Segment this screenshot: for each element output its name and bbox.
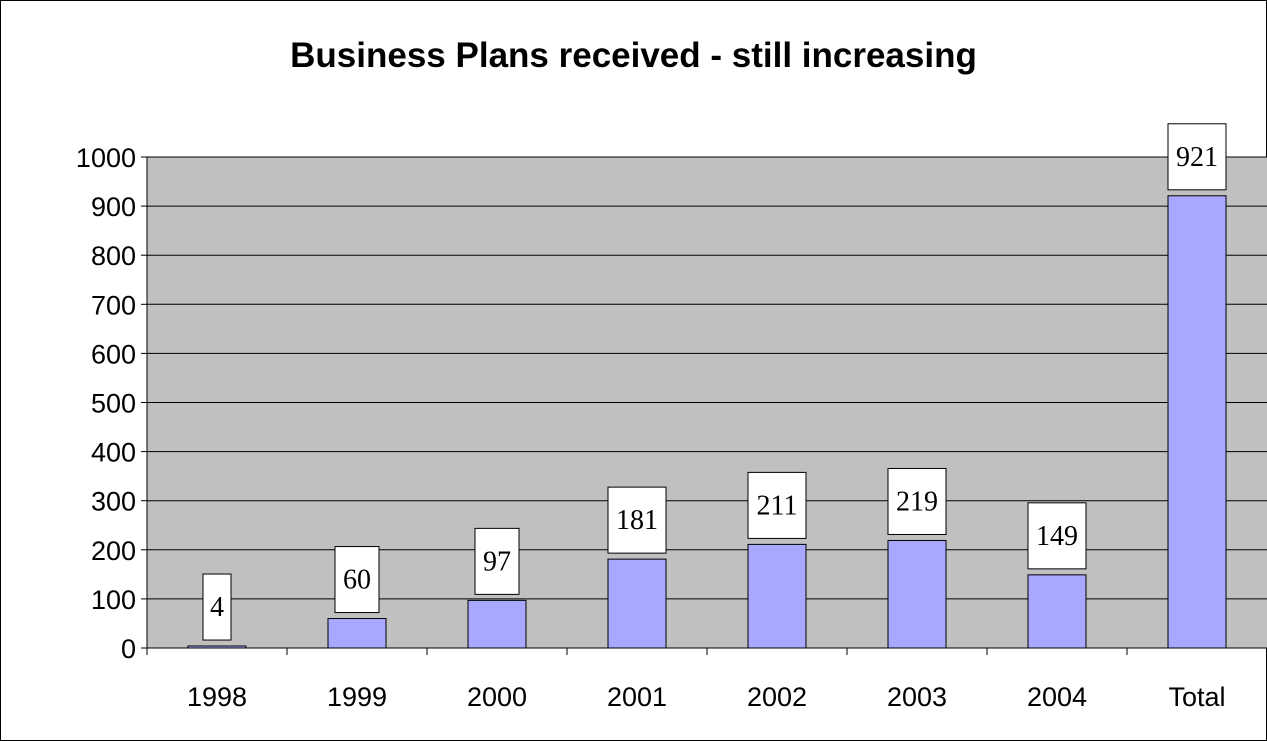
x-tick-label: 1999 [327,682,387,712]
bar-total [1167,195,1227,649]
y-tick-label: 300 [91,487,136,517]
y-tick-label: 500 [91,389,136,419]
bar-1999 [327,618,387,649]
x-tick-label: 2003 [887,682,947,712]
y-tick-label: 900 [91,192,136,222]
bar-2000 [467,599,527,649]
x-tick-label: 2002 [747,682,807,712]
data-label-box [474,527,520,595]
y-tick-label: 600 [91,339,136,369]
data-label: 4 [210,592,224,623]
data-label: 211 [757,490,798,521]
data-label-box [747,471,807,539]
data-label-box [887,467,947,535]
data-label-box [1167,123,1227,191]
bar-2003 [887,539,947,649]
x-tick-label: 2004 [1027,682,1087,712]
y-tick-label: 800 [91,241,136,271]
y-tick-label: 200 [91,536,136,566]
x-tick-label: 2001 [607,682,667,712]
data-label-box [334,546,380,614]
x-tick-label: Total [1168,682,1225,712]
data-label: 219 [896,486,938,517]
bar-2001 [607,558,667,649]
y-tick-label: 100 [91,585,136,615]
y-tick-label: 700 [91,290,136,320]
x-tick-label: 1998 [187,682,247,712]
y-tick-label: 400 [91,438,136,468]
y-tick-label: 0 [121,634,136,664]
data-label: 149 [1036,521,1078,552]
data-label: 921 [1176,142,1218,173]
data-label-box [607,486,667,554]
chart-title: Business Plans received - still increasi… [290,36,977,75]
bar-2002 [747,543,807,649]
y-tick-label: 1000 [76,143,136,173]
bar-2004 [1027,574,1087,649]
data-label-box [202,573,232,641]
data-label: 97 [483,546,511,577]
bar-1998 [187,645,247,649]
x-tick-label: 2000 [467,682,527,712]
data-label: 181 [616,505,658,536]
data-label-box [1027,502,1087,570]
data-label: 60 [343,565,371,596]
